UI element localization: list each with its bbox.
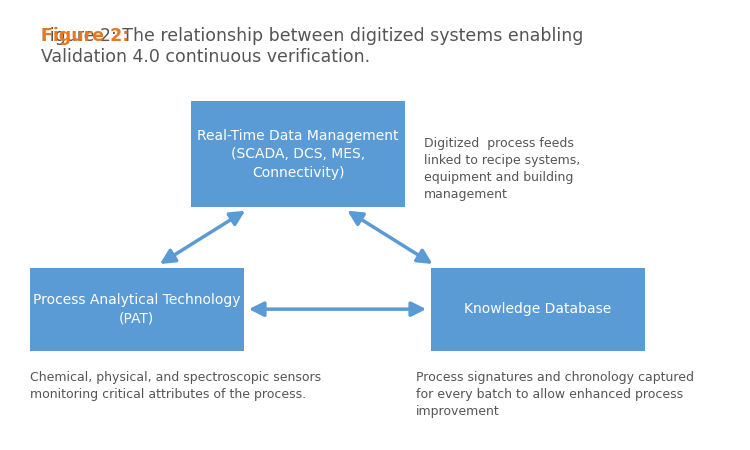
Text: Real-Time Data Management
(SCADA, DCS, MES,
Connectivity): Real-Time Data Management (SCADA, DCS, M… (197, 129, 399, 180)
FancyBboxPatch shape (30, 268, 244, 351)
Text: Knowledge Database: Knowledge Database (464, 302, 612, 316)
Text: Digitized  process feeds
linked to recipe systems,
equipment and building
manage: Digitized process feeds linked to recipe… (424, 137, 580, 201)
Text: Chemical, physical, and spectroscopic sensors
monitoring critical attributes of : Chemical, physical, and spectroscopic se… (30, 371, 321, 401)
FancyArrowPatch shape (253, 303, 422, 315)
FancyBboxPatch shape (191, 101, 405, 207)
FancyArrowPatch shape (351, 213, 429, 262)
Text: Process signatures and chronology captured
for every batch to allow enhanced pro: Process signatures and chronology captur… (416, 371, 694, 418)
Text: Figure 2:: Figure 2: (41, 27, 130, 45)
Text: Figure 2: The relationship between digitized systems enabling
Validation 4.0 con: Figure 2: The relationship between digit… (41, 27, 584, 66)
FancyArrowPatch shape (164, 213, 242, 262)
Text: Process Analytical Technology
(PAT): Process Analytical Technology (PAT) (33, 293, 241, 326)
FancyBboxPatch shape (431, 268, 645, 351)
